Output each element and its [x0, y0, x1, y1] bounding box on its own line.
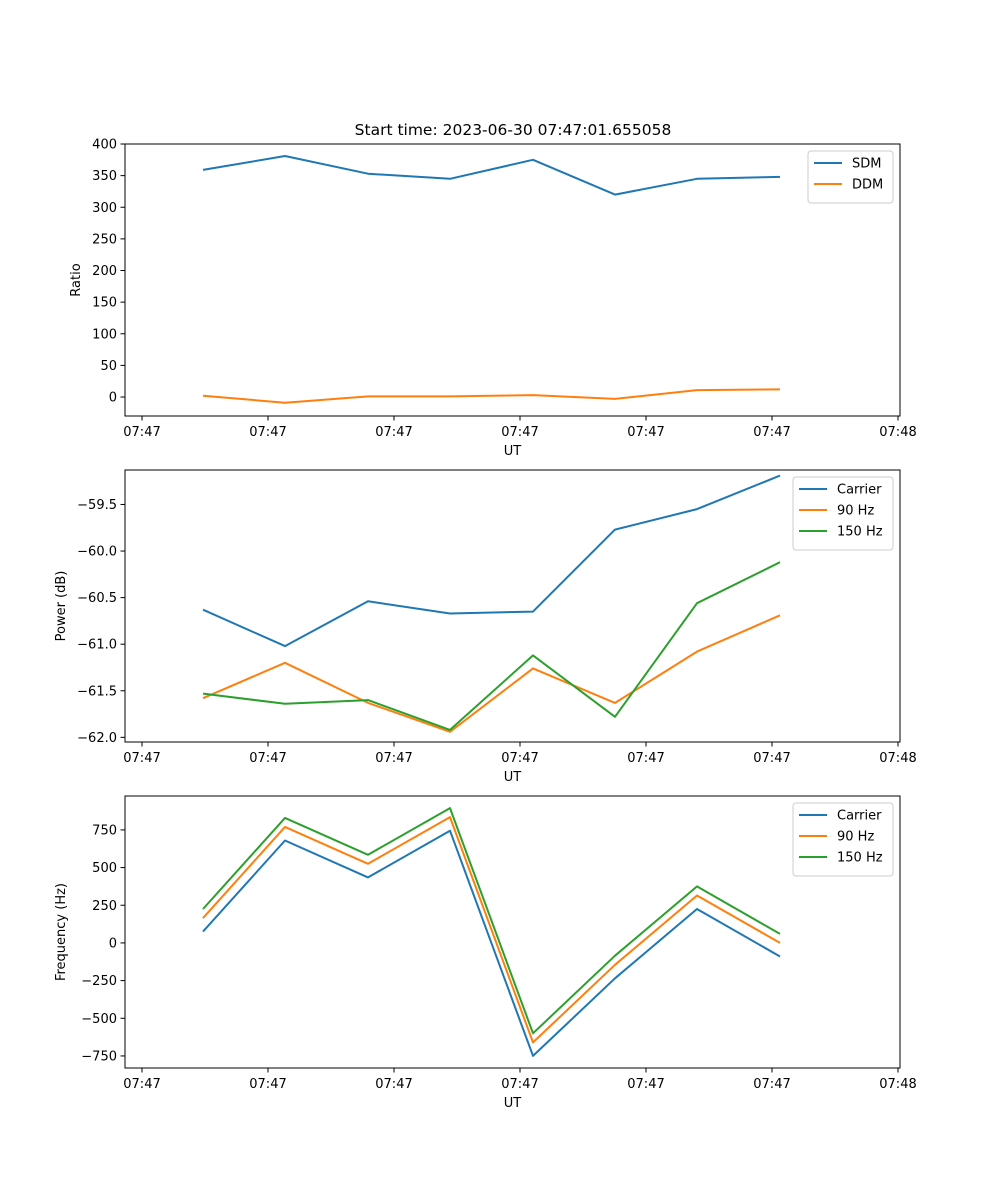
ratio-y-axis-label: Ratio — [69, 263, 84, 296]
power-x-tick-label: 07:47 — [375, 751, 412, 766]
ratio-y-tick-label: 300 — [92, 201, 117, 216]
ratio-series-line-sdm — [202, 155, 781, 196]
ratio-y-tick-label: 150 — [92, 296, 117, 311]
power-y-tick-label: −61.0 — [77, 638, 117, 653]
power-legend: Carrier 90 Hz 150 Hz — [792, 476, 894, 551]
ratio-y-tick-label: 250 — [92, 232, 117, 247]
ratio-axes-frame — [124, 143, 901, 417]
ratio-x-tick-label: 07:47 — [375, 425, 412, 440]
power-panel: 07:47 07:47 07:47 07:47 07:47 07:47 07:48 −62.0… — [54, 469, 917, 785]
ratio-x-tick-label: 07:47 — [123, 425, 160, 440]
frequency-x-tick-label: 07:47 — [501, 1077, 538, 1092]
frequency-series-line-150-hz — [202, 807, 781, 1035]
ratio-y-tick-label: 50 — [100, 359, 117, 374]
frequency-y-tick-label: −750 — [81, 1049, 117, 1064]
frequency-x-tick-label: 07:47 — [123, 1077, 160, 1092]
power-axes-frame — [124, 469, 901, 743]
frequency-legend-label-carrier: Carrier — [837, 809, 882, 824]
power-legend-label-90-hz: 90 Hz — [837, 504, 874, 519]
power-legend-label-150-hz: 150 Hz — [837, 525, 883, 540]
frequency-x-tick-label: 07:47 — [249, 1077, 286, 1092]
frequency-x-axis-label: UT — [504, 1096, 522, 1111]
power-y-axis-label: Power (dB) — [54, 571, 69, 642]
frequency-panel: 07:47 07:47 07:47 07:47 07:47 07:47 07:48 −750 −… — [54, 795, 917, 1111]
power-y-tick-label: −60.5 — [77, 591, 117, 606]
frequency-y-tick-label: 250 — [92, 899, 117, 914]
chart-title: Start time: 2023-06-30 07:47:01.655058 — [355, 121, 672, 139]
ratio-y-tick-label: 350 — [92, 169, 117, 184]
power-x-axis-label: UT — [504, 770, 522, 785]
ratio-panel: 07:47 07:47 07:47 07:47 07:47 07:47 07:48 0 50 10… — [69, 138, 917, 460]
ratio-legend-label-ddm: DDM — [852, 178, 883, 193]
frequency-x-tick-label: 07:47 — [627, 1077, 664, 1092]
power-x-tick-label: 07:47 — [249, 751, 286, 766]
frequency-x-tick-label: 07:47 — [375, 1077, 412, 1092]
frequency-series-line-carrier — [202, 829, 781, 1057]
power-legend-label-carrier: Carrier — [837, 483, 882, 498]
frequency-y-tick-label: 750 — [92, 823, 117, 838]
frequency-y-axis-label: Frequency (Hz) — [54, 883, 69, 981]
power-x-tick-label: 07:47 — [627, 751, 664, 766]
power-series-line-carrier — [202, 474, 781, 648]
ratio-x-tick-label: 07:47 — [627, 425, 664, 440]
frequency-y-tick-label: 500 — [92, 861, 117, 876]
ratio-y-tick-label: 200 — [92, 264, 117, 279]
power-series-line-90-hz — [202, 614, 781, 733]
ratio-x-tick-label: 07:47 — [501, 425, 538, 440]
power-x-tick-label: 07:47 — [753, 751, 790, 766]
ratio-y-tick-label: 0 — [109, 391, 117, 406]
power-y-tick-label: −61.5 — [77, 684, 117, 699]
frequency-y-tick-label: 0 — [109, 936, 117, 951]
ratio-series-line-ddm — [202, 388, 781, 404]
power-y-tick-label: −60.0 — [77, 545, 117, 560]
frequency-legend-label-90-hz: 90 Hz — [837, 830, 874, 845]
ratio-x-axis-label: UT — [504, 444, 522, 459]
ratio-legend: SDM DDM — [807, 150, 894, 204]
frequency-x-tick-label: 07:47 — [753, 1077, 790, 1092]
ratio-y-tick-label: 400 — [92, 138, 117, 153]
power-x-tick-label: 07:47 — [501, 751, 538, 766]
power-y-tick-label: −59.5 — [77, 498, 117, 513]
ratio-y-tick-label: 100 — [92, 327, 117, 342]
frequency-y-tick-label: −250 — [81, 974, 117, 989]
ratio-x-tick-label: 07:48 — [879, 425, 916, 440]
ratio-legend-label-sdm: SDM — [852, 157, 881, 172]
frequency-x-tick-label: 07:48 — [879, 1077, 916, 1092]
ratio-x-tick-label: 07:47 — [249, 425, 286, 440]
frequency-y-tick-label: −500 — [81, 1012, 117, 1027]
power-x-tick-label: 07:47 — [123, 751, 160, 766]
frequency-axes-frame — [124, 795, 901, 1069]
frequency-series-line-90-hz — [202, 816, 781, 1044]
power-series-line-150-hz — [202, 561, 781, 731]
power-y-tick-label: −62.0 — [77, 731, 117, 746]
ratio-x-tick-label: 07:47 — [753, 425, 790, 440]
power-x-tick-label: 07:48 — [879, 751, 916, 766]
frequency-legend-label-150-hz: 150 Hz — [837, 851, 883, 866]
frequency-legend: Carrier 90 Hz 150 Hz — [792, 802, 894, 877]
